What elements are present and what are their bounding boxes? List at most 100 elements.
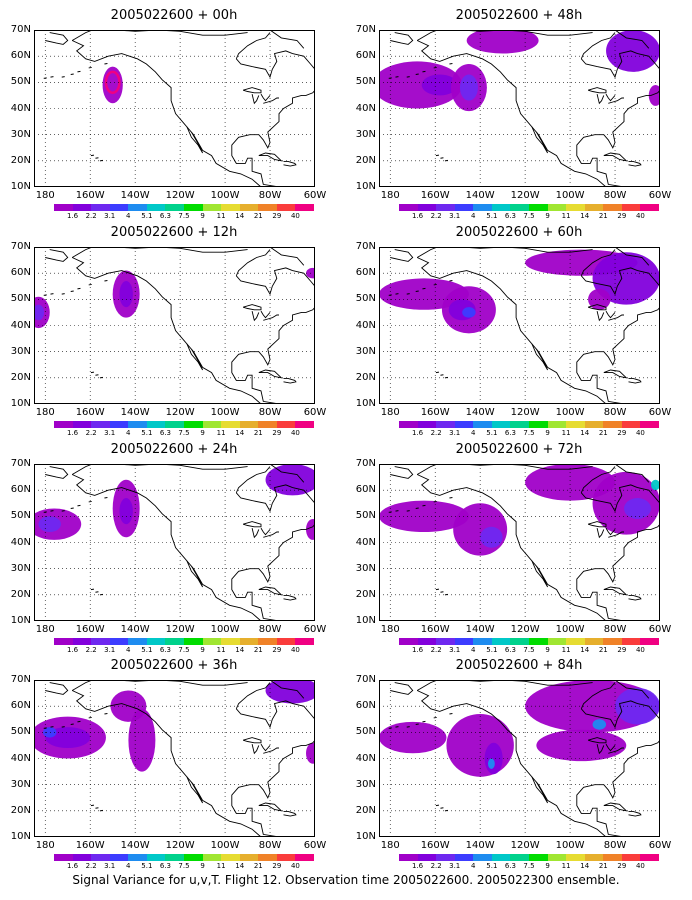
- longitude-label: 180: [380, 840, 400, 851]
- longitude-label: 140W: [120, 624, 150, 635]
- colorbar-swatch: [603, 638, 623, 645]
- latitude-label: 60N: [355, 484, 376, 496]
- latitude-label: 30N: [10, 128, 31, 140]
- island: [435, 154, 440, 157]
- latitude-label: 70N: [355, 24, 376, 35]
- panel-title: 2005022600 + 00h: [110, 8, 238, 23]
- longitude-label: 100W: [555, 190, 585, 201]
- island: [433, 500, 437, 503]
- colorbar-label: 40: [290, 862, 300, 870]
- colorbar-label: 40: [635, 429, 645, 437]
- coastline: [614, 680, 650, 699]
- coastline: [614, 464, 650, 483]
- longitude-label: 180: [380, 407, 400, 418]
- colorbar-label: 2.2: [85, 646, 97, 654]
- colorbar-label: 5.1: [486, 646, 498, 654]
- coastline: [596, 93, 605, 105]
- colorbar-label: 21: [598, 429, 608, 437]
- island: [70, 290, 74, 292]
- longitude-label: 180: [35, 407, 55, 418]
- latitude-label: 20N: [10, 371, 31, 383]
- coastline: [603, 152, 628, 162]
- colorbar-swatch: [473, 854, 493, 861]
- longitude-label: 140W: [465, 624, 495, 635]
- colorbar-swatch: [399, 638, 419, 645]
- colorbar-label: 3.1: [449, 646, 461, 654]
- island: [90, 588, 95, 591]
- colorbar-swatch: [640, 854, 660, 861]
- colorbar-swatch: [417, 421, 437, 428]
- colorbar-label: 7.5: [178, 429, 190, 437]
- variance-contour: [306, 518, 315, 540]
- colorbar-label: 3.1: [104, 429, 116, 437]
- colorbar-swatch: [547, 854, 567, 861]
- colorbar-label: 2.2: [430, 429, 442, 437]
- coastline: [628, 160, 642, 167]
- island: [433, 283, 437, 286]
- colorbar-swatch: [221, 854, 241, 861]
- island: [422, 720, 426, 723]
- colorbar-label: 6.3: [159, 862, 171, 870]
- longitude-label: 120W: [165, 624, 195, 635]
- colorbar-label: 7.5: [523, 862, 535, 870]
- colorbar-swatch: [603, 421, 623, 428]
- latitude-label: 70N: [10, 674, 31, 685]
- colorbar-swatch: [202, 421, 222, 428]
- colorbar-label: 3.1: [449, 429, 461, 437]
- coastline: [608, 531, 624, 538]
- coastline: [260, 527, 271, 536]
- colorbar-swatch: [295, 854, 315, 861]
- longitude-label: 100W: [210, 624, 240, 635]
- variance-contour: [119, 498, 133, 525]
- coastline: [390, 32, 414, 45]
- colorbar-label: 29: [272, 429, 282, 437]
- colorbar-swatch: [436, 421, 456, 428]
- variance-contour: [265, 464, 315, 496]
- colorbar-label: 9: [545, 862, 550, 870]
- coastline: [614, 30, 650, 49]
- colorbar-swatch: [510, 421, 530, 428]
- coastline: [580, 249, 616, 276]
- longitude-label: 120W: [510, 190, 540, 201]
- colorbar-swatch: [603, 204, 623, 211]
- coastline: [580, 484, 660, 513]
- panel-title: 2005022600 + 36h: [110, 658, 238, 673]
- coastline: [235, 32, 271, 59]
- coastline: [235, 50, 315, 79]
- colorbar-label: 21: [253, 212, 263, 220]
- variance-contour: [624, 498, 652, 519]
- colorbar-label: 2.2: [85, 429, 97, 437]
- colorbar-swatch: [566, 204, 586, 211]
- coastline: [417, 474, 660, 621]
- colorbar-label: 21: [253, 646, 263, 654]
- colorbar-swatch: [621, 638, 641, 645]
- latitude-label: 10N: [355, 181, 376, 192]
- longitude-label: 100W: [555, 407, 585, 418]
- longitude-label: 60W: [303, 840, 327, 851]
- colorbar-swatch: [128, 421, 148, 428]
- colorbar-label: 5.1: [141, 646, 153, 654]
- longitude-label: 80W: [603, 190, 627, 201]
- coastline: [283, 810, 297, 817]
- island: [444, 809, 449, 812]
- longitude-label: 100W: [555, 840, 585, 851]
- map-border: [379, 247, 660, 404]
- longitude-label: 180: [380, 190, 400, 201]
- colorbar-label: 14: [235, 646, 245, 654]
- variance-contour: [42, 727, 57, 738]
- colorbar-label: 1.6: [411, 862, 424, 870]
- colorbar-label: 1.6: [66, 429, 79, 437]
- coastline: [186, 126, 204, 154]
- colorbar-swatch: [640, 204, 660, 211]
- latitude-label: 20N: [10, 588, 31, 600]
- colorbar-label: 29: [272, 646, 282, 654]
- latitude-label: 30N: [355, 345, 376, 357]
- colorbar-label: 5.1: [141, 862, 153, 870]
- colorbar-swatch: [491, 638, 511, 645]
- variance-map: [34, 30, 315, 187]
- latitude-label: 60N: [355, 700, 376, 712]
- colorbar-label: 1.6: [411, 646, 424, 654]
- longitude-label: 60W: [303, 407, 327, 418]
- latitude-label: 20N: [355, 588, 376, 600]
- colorbar-swatch: [221, 421, 241, 428]
